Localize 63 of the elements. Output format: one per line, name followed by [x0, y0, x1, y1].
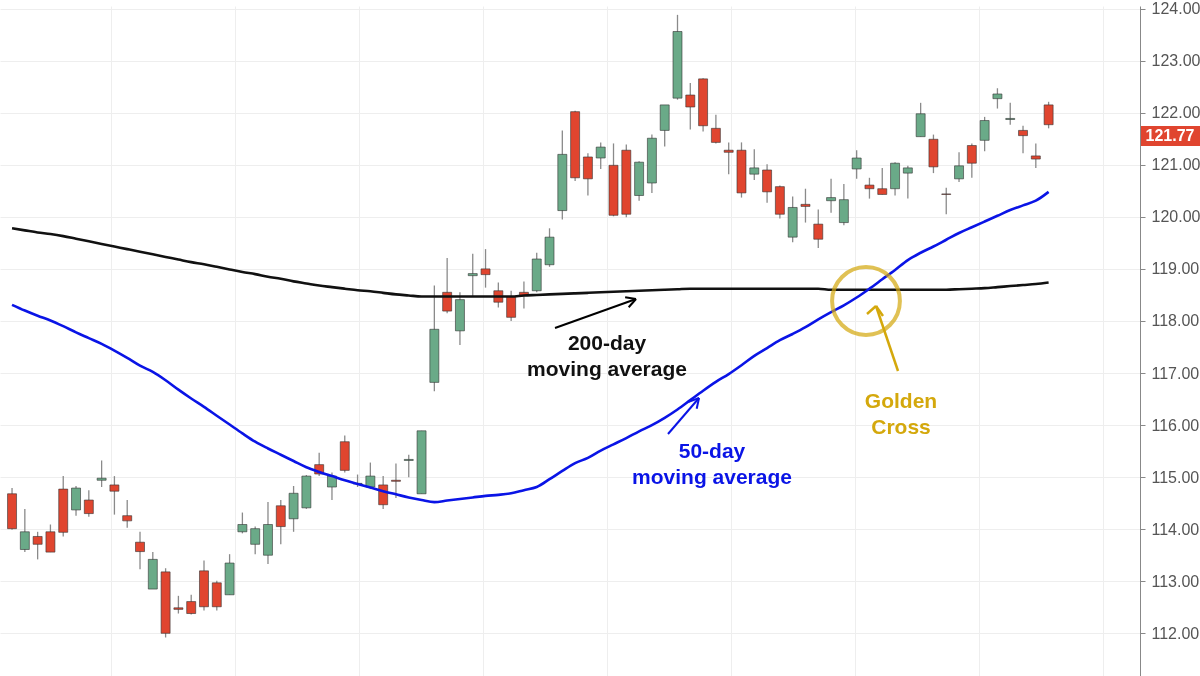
y-tick-label: 122.00: [1151, 104, 1200, 122]
y-tick-label: 119.00: [1151, 260, 1200, 278]
candlestick: [391, 462, 401, 499]
candlestick: [1018, 125, 1028, 154]
y-tick-label: 118.00: [1151, 312, 1200, 330]
candlestick: [135, 531, 145, 570]
candlestick: [45, 523, 56, 553]
y-tick-label: 121.00: [1151, 156, 1200, 174]
candlestick: [480, 248, 491, 289]
y-tick-label: 116.00: [1151, 416, 1200, 434]
candlestick: [109, 475, 120, 516]
candlestick: [1031, 142, 1041, 169]
candlestick: [96, 459, 107, 488]
candlestick: [250, 525, 260, 555]
candlestick: [1005, 102, 1016, 126]
candlestick: [967, 142, 977, 179]
candlestick: [877, 167, 888, 196]
candlestick: [595, 141, 606, 170]
candlestick: [275, 499, 286, 545]
y-tick-label: 112.00: [1151, 624, 1200, 642]
candlestick: [979, 116, 990, 152]
candlestick: [237, 511, 248, 535]
y-tick-label: 124.00: [1151, 0, 1200, 18]
candlestick: [122, 499, 133, 529]
candlestick: [723, 141, 734, 175]
candlestick: [583, 152, 593, 197]
y-tick-label: 114.00: [1151, 520, 1200, 538]
candlestick: [186, 594, 196, 616]
line-series: [10, 190, 1050, 504]
candlestick: [467, 253, 478, 298]
candlestick: [941, 187, 952, 215]
candlestick: [954, 151, 964, 183]
series-label: 200-day moving average: [527, 331, 687, 380]
y-tick-label: 117.00: [1151, 364, 1200, 382]
candlestick: [851, 149, 862, 180]
y-tick-label: 120.00: [1151, 208, 1200, 226]
candlestick: [685, 82, 696, 131]
candlestick: [212, 580, 222, 612]
candlestick: [839, 183, 849, 226]
y-tick-label: 123.00: [1151, 52, 1200, 70]
annotation: Golden Cross: [864, 389, 938, 438]
candlestick: [327, 471, 337, 501]
candlestick: [71, 485, 81, 517]
candlestick: [32, 531, 43, 561]
candlestick: [403, 454, 414, 478]
candlestick: [84, 489, 94, 518]
candlestick: [992, 87, 1003, 110]
candlestick: [749, 148, 760, 181]
legend-label: 50-day moving average: [632, 439, 792, 488]
candlestick: [800, 188, 811, 224]
y-tick-label: 113.00: [1151, 572, 1200, 590]
candlestick: [1043, 101, 1054, 129]
candlestick: [813, 208, 824, 249]
candlestick: [506, 290, 516, 322]
y-tick-label: 115.00: [1151, 468, 1200, 486]
candlestick: [864, 177, 875, 200]
candlestick: [20, 508, 30, 553]
text: 121.77: [1145, 127, 1195, 144]
candlestick: [826, 178, 836, 214]
candlestick: [711, 114, 721, 145]
candlestick: [915, 102, 926, 138]
candlestick: [903, 165, 913, 200]
candlestick: [762, 163, 772, 204]
